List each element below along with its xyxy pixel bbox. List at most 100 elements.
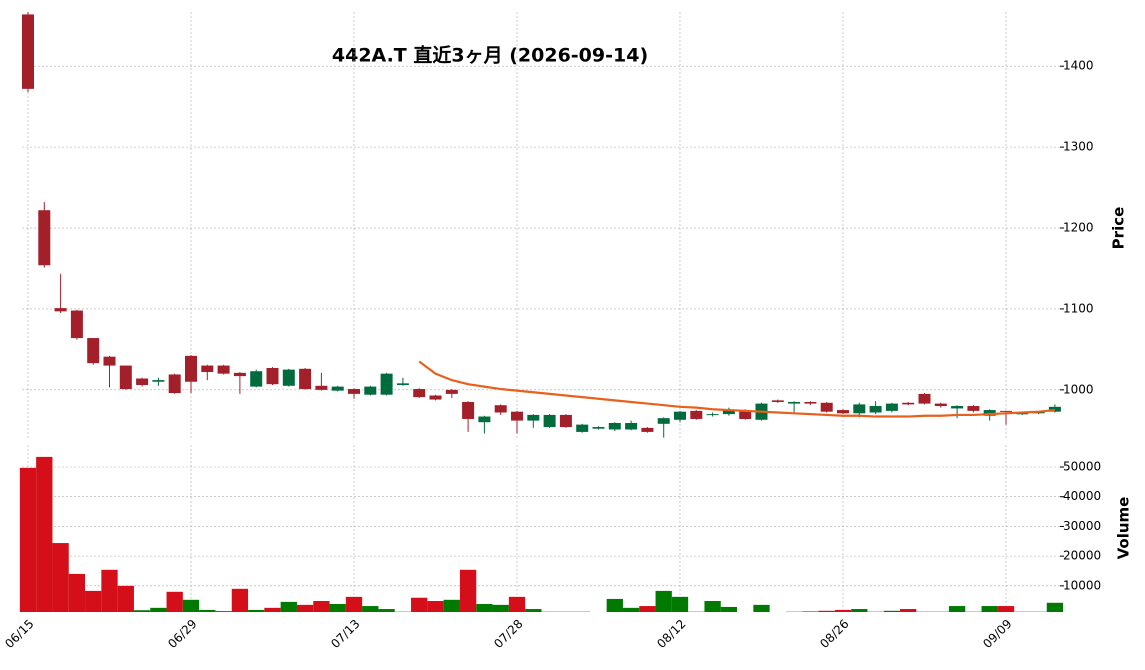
volume-bar (215, 611, 232, 612)
volume-bar (476, 603, 493, 612)
candle-body (282, 369, 295, 386)
y-tick-label: 1100 (1063, 301, 1094, 315)
volume-bar (622, 607, 640, 612)
candle-body (788, 401, 801, 404)
candle-body (739, 410, 752, 419)
volume-bar (19, 467, 37, 612)
candle-body (722, 410, 735, 415)
volume-bar (753, 604, 770, 612)
volume-bar (900, 609, 917, 612)
volume-bar (345, 596, 363, 612)
volume-bar (68, 573, 86, 612)
volume-bar (85, 590, 102, 612)
volume-bar (704, 601, 721, 612)
candle-body (152, 380, 165, 382)
x-tick-label: 09/09 (980, 617, 1014, 651)
volume-bar (133, 610, 151, 612)
volume-bar (36, 456, 53, 612)
y2-tick-label: 40000 (1063, 489, 1101, 503)
x-tick-label: 06/15 (2, 617, 36, 651)
x-tick-label: 07/28 (491, 617, 525, 651)
candle-body (1000, 410, 1012, 412)
candle-body (250, 371, 263, 387)
y-tick-label: 1200 (1063, 221, 1094, 235)
candle-body (38, 210, 51, 266)
candle-body (201, 365, 214, 373)
x-tick-label: 07/13 (328, 617, 362, 651)
candle-body (576, 424, 589, 432)
y2-tick-label: 50000 (1063, 459, 1101, 473)
candle-body (266, 367, 279, 385)
candle-body (364, 386, 377, 395)
candle-body (119, 365, 132, 390)
volume-bar (411, 597, 428, 612)
moving-average-line (418, 360, 1056, 418)
volume-bar (1046, 602, 1064, 612)
candle-body (885, 403, 898, 411)
volume-bar (150, 607, 167, 612)
y2-tick-label: 20000 (1063, 549, 1101, 563)
candle-body (87, 338, 100, 364)
candle-body (348, 389, 360, 394)
candle-body (951, 406, 964, 409)
candle-body (217, 365, 230, 374)
y-tick-label: 1000 (1063, 382, 1094, 396)
volume-bar (427, 601, 444, 612)
volume-bar (443, 599, 460, 612)
volume-bar (883, 610, 901, 612)
candle-body (380, 373, 393, 395)
volume-bar (313, 601, 330, 612)
candle-body (331, 386, 344, 391)
candle-body (869, 406, 882, 413)
candle-body (136, 378, 149, 385)
candle-body (902, 402, 915, 405)
y-tick-label: 1300 (1063, 140, 1094, 154)
volume-bar (948, 606, 966, 612)
candle-body (233, 372, 246, 377)
candle-body (168, 374, 181, 394)
volume-bar (671, 596, 689, 612)
y2-axis-label: Volume (1115, 497, 1133, 560)
candle-body (54, 308, 67, 312)
volume-bar (655, 590, 672, 612)
candle-body (445, 389, 458, 394)
candle-body (837, 410, 849, 414)
candle-body (462, 401, 475, 419)
candle-body (185, 355, 197, 382)
volume-bar (492, 604, 509, 612)
volume-bar (166, 591, 183, 612)
candle-body (543, 414, 556, 428)
volume-bar (101, 569, 118, 612)
x-tick-label: 06/29 (165, 617, 199, 651)
candle-body (478, 416, 491, 423)
volume-bar (182, 599, 200, 612)
candle-body (559, 414, 572, 428)
candle-body (1016, 413, 1029, 415)
volume-bar (117, 585, 134, 612)
x-tick-label: 08/12 (654, 617, 688, 651)
candle-body (413, 389, 426, 398)
candle-body (299, 368, 312, 390)
candle-body (103, 356, 116, 366)
volume-bar (720, 606, 738, 612)
candle-body (804, 401, 817, 404)
candle-body (934, 403, 947, 407)
volume-bar (296, 604, 314, 612)
candle-body (967, 406, 980, 411)
candle-body (706, 414, 719, 416)
candle-body (820, 402, 833, 412)
volume-bar (378, 609, 395, 612)
volume-bar (199, 609, 216, 612)
candle-body (429, 395, 442, 400)
volume-bar (981, 606, 998, 612)
volume-bar (329, 603, 346, 612)
y2-tick-label: 10000 (1063, 578, 1101, 592)
candle-body (918, 393, 931, 404)
candle-body (771, 400, 784, 402)
candle-body (1048, 406, 1061, 412)
volume-bar (834, 609, 852, 612)
candle-body (22, 14, 34, 89)
y2-tick-label: 30000 (1063, 519, 1101, 533)
y-axis-label: Price (1110, 207, 1128, 250)
